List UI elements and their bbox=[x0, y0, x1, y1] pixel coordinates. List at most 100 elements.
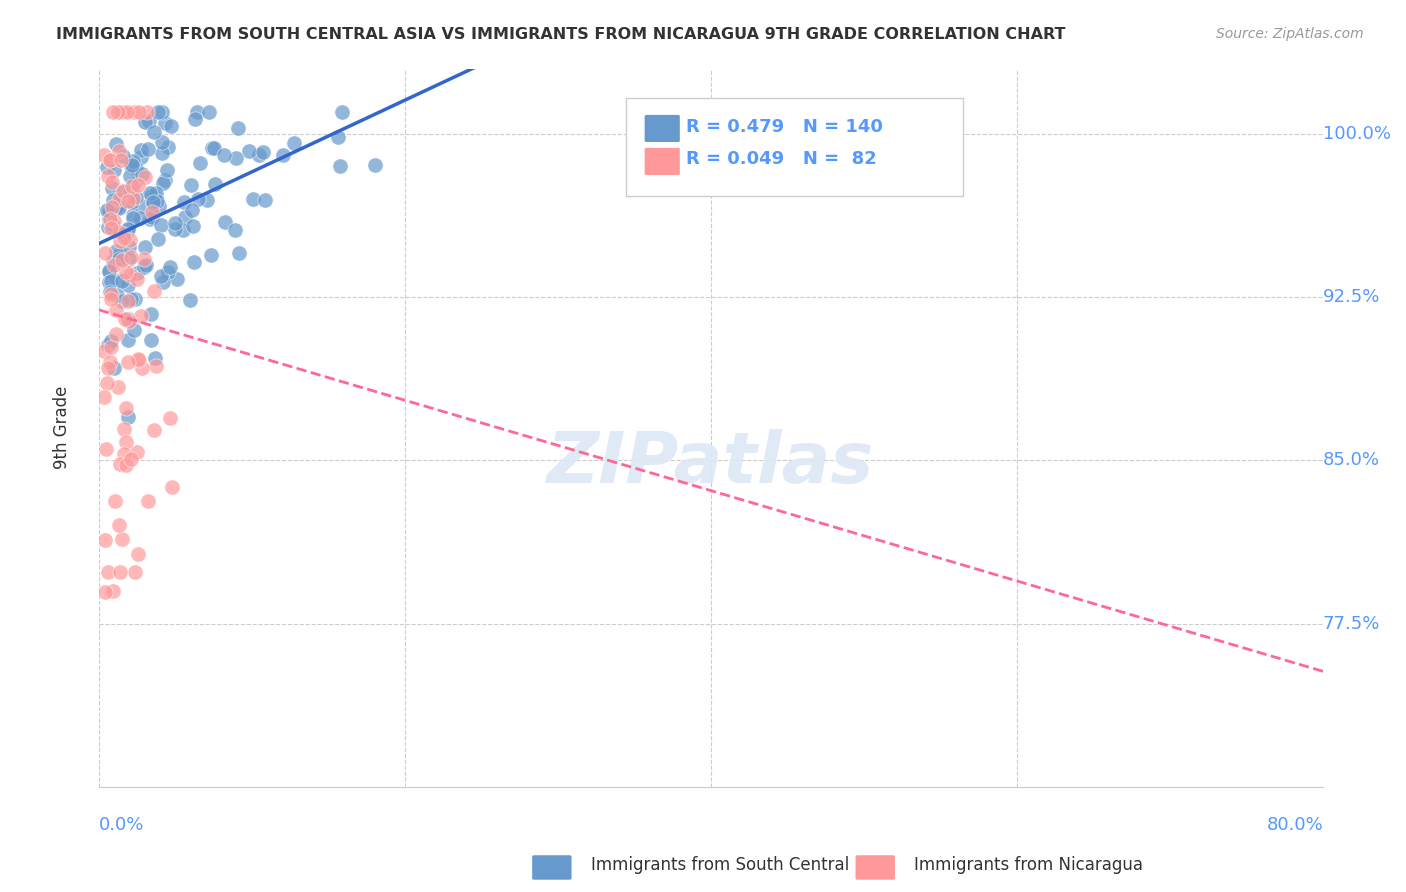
Point bbox=[143, 351, 166, 366]
Point bbox=[108, 145, 131, 159]
Point bbox=[98, 275, 121, 289]
Point bbox=[200, 248, 222, 262]
Point bbox=[238, 144, 260, 158]
Point bbox=[122, 211, 145, 226]
Point bbox=[127, 444, 149, 458]
Point bbox=[186, 105, 208, 120]
Point bbox=[181, 219, 204, 233]
Point bbox=[120, 292, 142, 306]
Point bbox=[117, 222, 139, 236]
Point bbox=[142, 197, 165, 211]
Point bbox=[131, 167, 153, 181]
Point bbox=[249, 147, 271, 161]
Point bbox=[117, 222, 139, 236]
Point bbox=[111, 252, 134, 267]
Point bbox=[121, 194, 143, 209]
Point bbox=[111, 274, 134, 288]
Point bbox=[326, 129, 349, 144]
Point bbox=[101, 180, 124, 194]
Point bbox=[156, 140, 179, 154]
Text: 77.5%: 77.5% bbox=[1323, 615, 1381, 632]
Point bbox=[128, 105, 150, 120]
Text: Immigrants from Nicaragua: Immigrants from Nicaragua bbox=[914, 856, 1143, 874]
Point bbox=[93, 148, 115, 162]
Point bbox=[124, 322, 146, 336]
Point bbox=[183, 112, 205, 127]
Point bbox=[153, 116, 176, 130]
Point bbox=[138, 142, 160, 156]
Point bbox=[117, 194, 139, 208]
Point bbox=[225, 152, 247, 166]
Point bbox=[134, 115, 156, 129]
Point bbox=[141, 307, 163, 321]
Text: 100.0%: 100.0% bbox=[1323, 125, 1391, 143]
Point bbox=[131, 361, 153, 376]
Point bbox=[242, 192, 264, 206]
Point bbox=[98, 355, 121, 369]
Point bbox=[112, 447, 135, 461]
Point bbox=[118, 240, 141, 254]
Point bbox=[228, 245, 250, 260]
Point bbox=[146, 194, 169, 209]
Point bbox=[136, 105, 159, 120]
Point bbox=[117, 314, 139, 328]
Point bbox=[98, 265, 121, 279]
Point bbox=[195, 193, 218, 207]
Point bbox=[127, 178, 149, 193]
Point bbox=[98, 211, 121, 226]
Point bbox=[97, 169, 120, 183]
Point bbox=[112, 422, 135, 436]
Point bbox=[115, 401, 138, 415]
Point bbox=[129, 143, 152, 157]
Point bbox=[96, 160, 118, 174]
Point bbox=[117, 355, 139, 369]
Point bbox=[111, 191, 134, 205]
Point bbox=[100, 217, 122, 231]
Point bbox=[101, 254, 124, 268]
Point bbox=[117, 278, 139, 293]
Point bbox=[160, 480, 183, 494]
Point bbox=[136, 494, 159, 508]
Point bbox=[118, 169, 141, 184]
Point bbox=[93, 344, 115, 359]
Point bbox=[202, 141, 225, 155]
Point bbox=[134, 170, 156, 185]
Point bbox=[145, 359, 167, 374]
Text: IMMIGRANTS FROM SOUTH CENTRAL ASIA VS IMMIGRANTS FROM NICARAGUA 9TH GRADE CORREL: IMMIGRANTS FROM SOUTH CENTRAL ASIA VS IM… bbox=[56, 27, 1066, 42]
Point bbox=[150, 146, 173, 161]
Text: 92.5%: 92.5% bbox=[1323, 288, 1381, 306]
Point bbox=[125, 189, 148, 203]
Point bbox=[111, 105, 134, 120]
Point bbox=[107, 105, 129, 120]
Point bbox=[100, 153, 122, 168]
Point bbox=[117, 105, 139, 120]
Point bbox=[103, 193, 125, 207]
Point bbox=[128, 352, 150, 367]
Point bbox=[271, 147, 294, 161]
Point bbox=[117, 311, 139, 326]
Point bbox=[112, 149, 135, 163]
Point bbox=[152, 176, 174, 190]
Point bbox=[108, 565, 131, 579]
Point bbox=[93, 390, 115, 404]
Point bbox=[107, 193, 129, 207]
Point bbox=[214, 148, 236, 162]
Point bbox=[103, 258, 125, 272]
Point bbox=[139, 333, 162, 347]
Point bbox=[127, 272, 149, 286]
Point bbox=[150, 105, 173, 120]
Point bbox=[224, 223, 246, 237]
Point bbox=[135, 258, 157, 272]
Point bbox=[139, 212, 162, 227]
Point bbox=[152, 275, 174, 289]
Point bbox=[108, 247, 131, 261]
Point bbox=[146, 105, 169, 120]
Point bbox=[120, 250, 142, 264]
Point bbox=[96, 360, 118, 375]
Text: Immigrants from South Central Asia: Immigrants from South Central Asia bbox=[591, 856, 889, 874]
Point bbox=[173, 210, 195, 224]
Point bbox=[98, 203, 121, 218]
Point bbox=[141, 210, 163, 224]
Point bbox=[115, 458, 138, 472]
Point bbox=[143, 424, 166, 438]
